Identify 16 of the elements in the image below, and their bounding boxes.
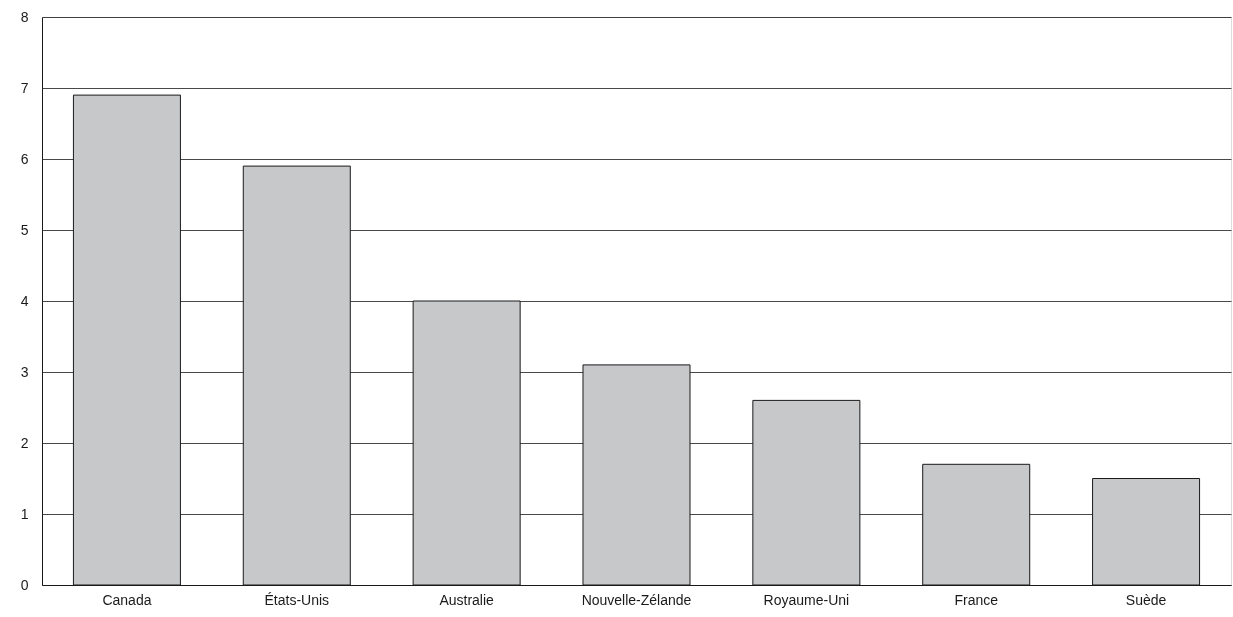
y-tick-label: 0 (20, 576, 29, 593)
x-tick-label: Australie (439, 591, 495, 608)
y-tick-label: 3 (20, 363, 29, 380)
y-tick-label: 5 (20, 221, 29, 238)
x-tick-label: Canada (102, 591, 152, 608)
x-tick-label: Royaume-Uni (763, 591, 850, 608)
y-tick-label: 8 (20, 8, 29, 25)
y-tick-label: 1 (20, 505, 29, 522)
y-tick-label: 4 (20, 292, 29, 309)
x-tick-label: États-Unis (264, 591, 330, 608)
y-tick-label: 7 (20, 79, 29, 96)
x-tick-label: France (954, 591, 999, 608)
x-tick-label: Nouvelle-Zélande (581, 591, 692, 608)
x-tick-label: Suède (1125, 591, 1167, 608)
y-tick-label: 6 (20, 150, 29, 167)
y-tick-label: 2 (20, 434, 29, 451)
